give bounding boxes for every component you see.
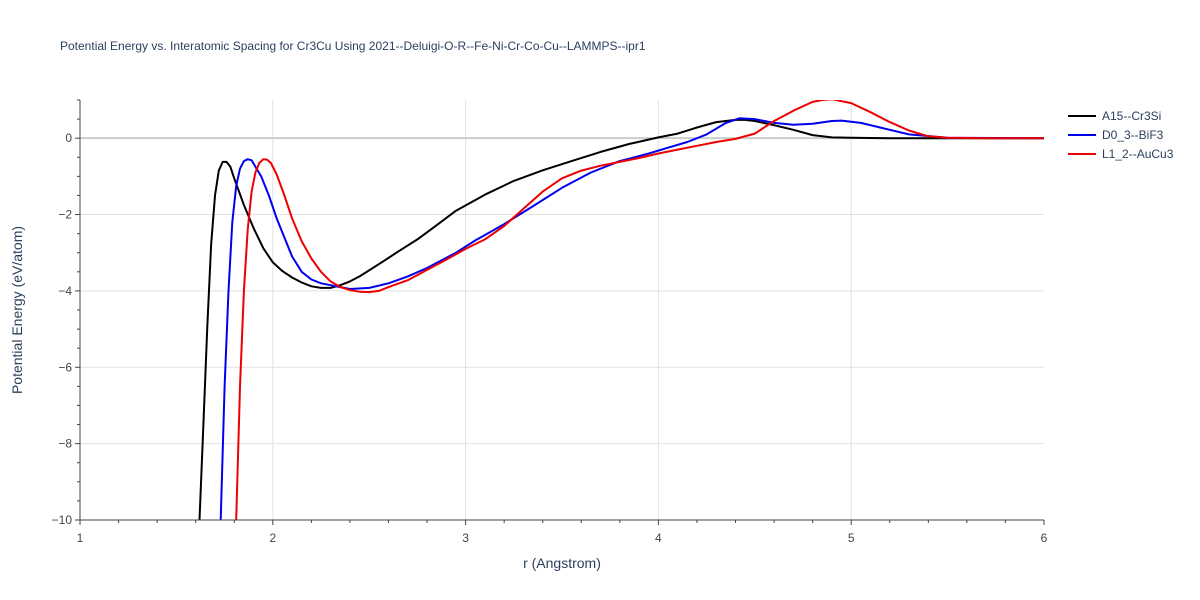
legend-label: L1_2--AuCu3 [1102,147,1174,161]
y-tick-label: −8 [58,437,72,451]
x-tick-label: 3 [462,531,469,545]
series-line-2 [235,100,1044,520]
plot-area [198,100,1044,520]
legend-label: D0_3--BiF3 [1102,128,1164,142]
x-tick-label: 1 [77,531,84,545]
legend: A15--Cr3Si D0_3--BiF3 L1_2--AuCu3 [1068,109,1174,161]
x-axis-title: r (Angstrom) [523,555,601,571]
axes: 1 2 3 4 5 6 0 −2 −4 −6 −8 −10 [52,99,1048,545]
x-tick-label: 6 [1041,531,1048,545]
x-tick-label: 4 [655,531,662,545]
y-tick-label: −6 [58,360,72,374]
y-tick-label: −4 [58,284,72,298]
y-tick-label: −2 [58,208,72,222]
y-tick-label: −10 [52,513,73,527]
y-axis-title: Potential Energy (eV/atom) [9,226,25,394]
legend-label: A15--Cr3Si [1102,109,1161,123]
y-tick-label: 0 [65,131,72,145]
series-line-1 [219,117,1044,520]
x-tick-label: 2 [269,531,276,545]
series-line-0 [198,118,1044,520]
x-tick-label: 5 [848,531,855,545]
chart-title: Potential Energy vs. Interatomic Spacing… [60,39,646,53]
